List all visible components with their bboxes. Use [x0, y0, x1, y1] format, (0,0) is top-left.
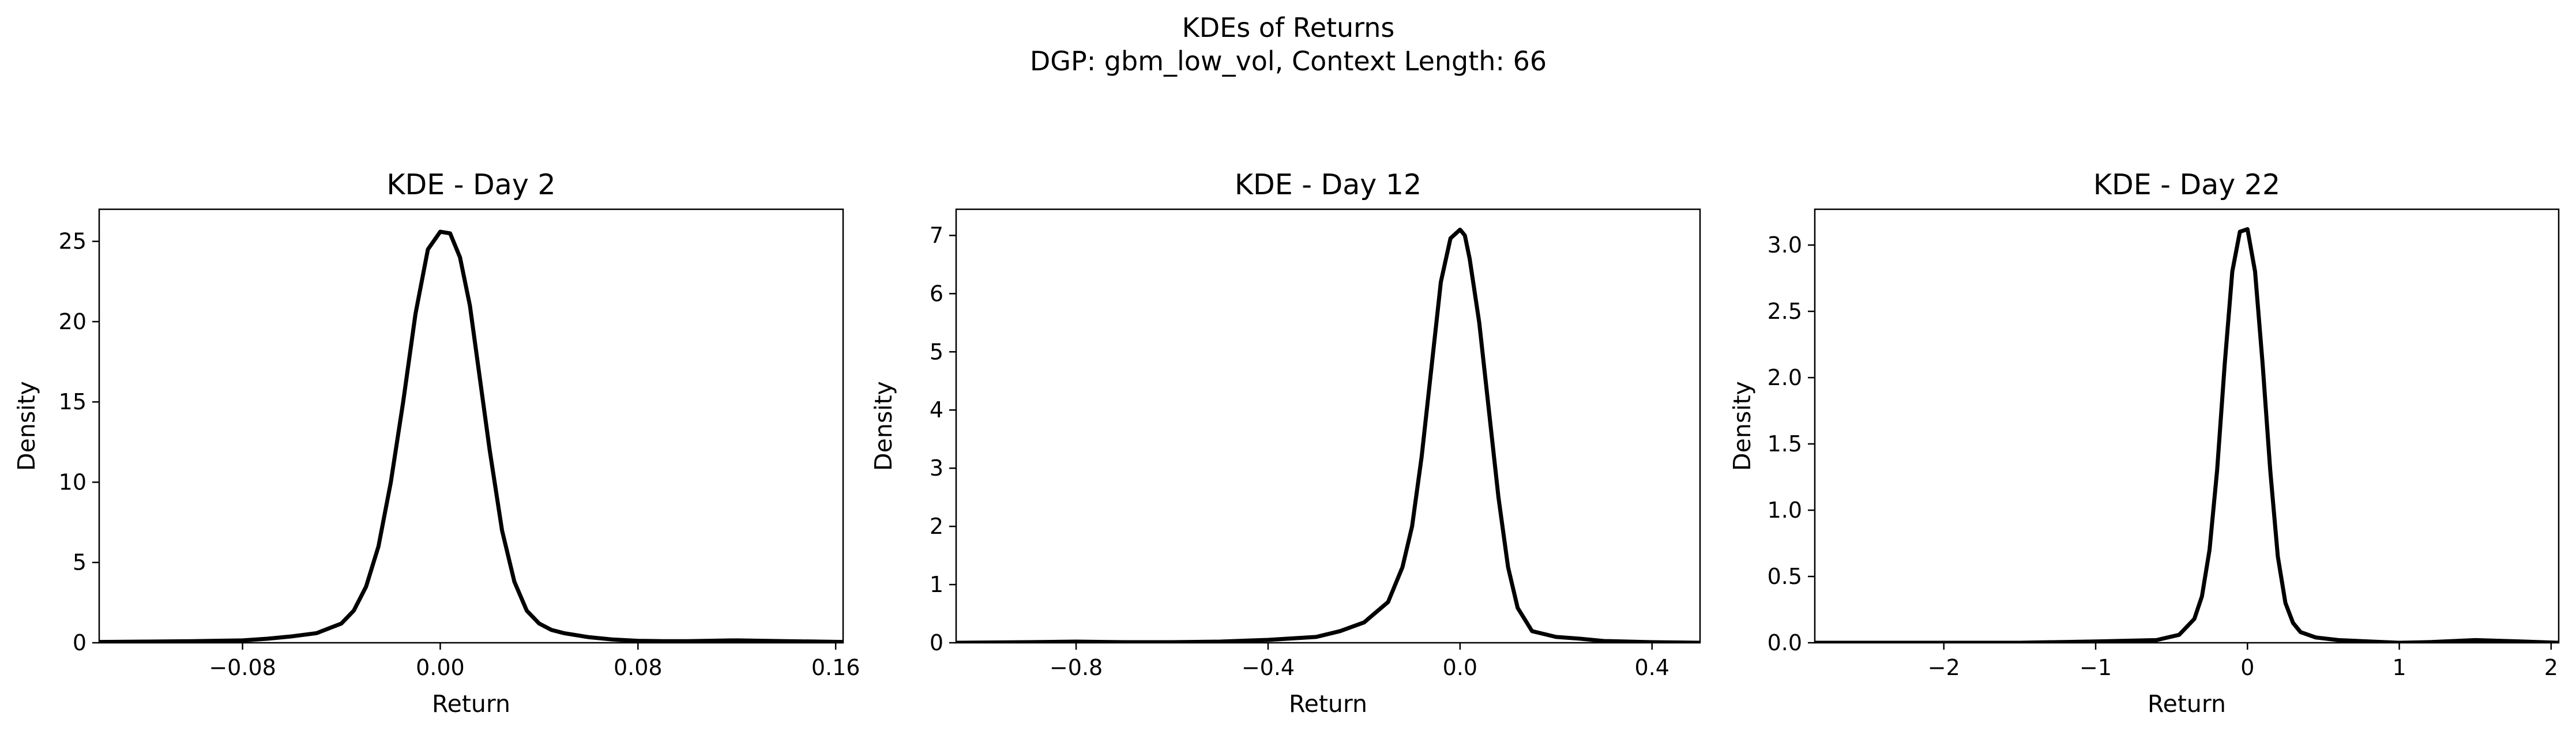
subplot-title: KDE - Day 12: [1235, 168, 1421, 201]
figure-subtitle: DGP: gbm_low_vol, Context Length: 66: [1030, 46, 1547, 77]
y-tick-label: 4: [930, 397, 943, 423]
x-tick-label: −0.8: [1050, 655, 1103, 680]
x-axis-label: Return: [432, 690, 510, 718]
y-tick-label: 2.0: [1768, 365, 1802, 390]
y-tick-label: 20: [59, 309, 87, 334]
figure-title: KDEs of Returns: [1182, 12, 1395, 43]
y-axis-label: Density: [13, 381, 40, 471]
y-tick-label: 1.5: [1768, 431, 1802, 457]
x-tick-label: 0.4: [1635, 655, 1669, 680]
y-tick-label: 0.0: [1768, 630, 1802, 655]
x-axis-label: Return: [1289, 690, 1367, 718]
y-tick-label: 5: [930, 339, 943, 364]
y-tick-label: 0: [930, 630, 943, 655]
y-tick-label: 0: [73, 630, 87, 655]
y-tick-label: 0.5: [1768, 564, 1802, 589]
y-tick-label: 2.5: [1768, 299, 1802, 324]
x-axis-label: Return: [2148, 690, 2226, 718]
x-tick-label: 2: [2544, 655, 2558, 680]
y-tick-label: 7: [930, 223, 943, 248]
subplot-2: −0.8 −0.4 0.0 0.4 0 1 2 3 4 5 6 7 KDE - Day 12 Return…: [870, 168, 1701, 718]
y-tick-label: 6: [930, 281, 943, 306]
y-tick-label: 3: [930, 455, 943, 481]
x-tick-label: 0.16: [811, 655, 860, 680]
y-tick-label: 10: [59, 469, 87, 495]
y-tick-label: 15: [59, 389, 87, 414]
x-tick-label: −0.4: [1242, 655, 1295, 680]
x-tick-label: 0: [2240, 655, 2254, 680]
kde-curve: [956, 227, 1700, 643]
subplot-title: KDE - Day 22: [2093, 168, 2280, 201]
kde-curve: [99, 229, 843, 643]
y-axis-label: Density: [1728, 381, 1756, 471]
y-tick-label: 1.0: [1768, 497, 1802, 523]
y-tick-label: 25: [59, 229, 87, 254]
plot-frame: [1814, 208, 2560, 644]
kde-curve: [1815, 227, 2559, 643]
y-tick-label: 3.0: [1768, 232, 1802, 258]
x-tick-label: 0.08: [614, 655, 663, 680]
plot-frame: [955, 208, 1701, 644]
y-axis-label: Density: [870, 381, 897, 471]
plot-frame: [98, 208, 844, 644]
y-tick-label: 2: [930, 514, 943, 539]
subplot-3: −2 −1 0 1 2 0.0 0.5 1.0 1.5 2.0 2.5 3.0 KDE - Day 22…: [1728, 168, 2560, 718]
subplot-1: −0.08 0.00 0.08 0.16 0 5 10 15 20 25 KDE - Day 2 Re…: [13, 168, 860, 718]
y-tick-label: 1: [930, 572, 943, 597]
x-tick-label: 1: [2392, 655, 2406, 680]
subplot-title: KDE - Day 2: [386, 168, 555, 201]
x-tick-label: −1: [2079, 655, 2112, 680]
x-tick-label: −0.08: [209, 655, 276, 680]
x-tick-label: 0.00: [416, 655, 465, 680]
x-tick-label: −2: [1928, 655, 1960, 680]
x-tick-label: 0.0: [1443, 655, 1477, 680]
y-tick-label: 5: [73, 550, 87, 575]
